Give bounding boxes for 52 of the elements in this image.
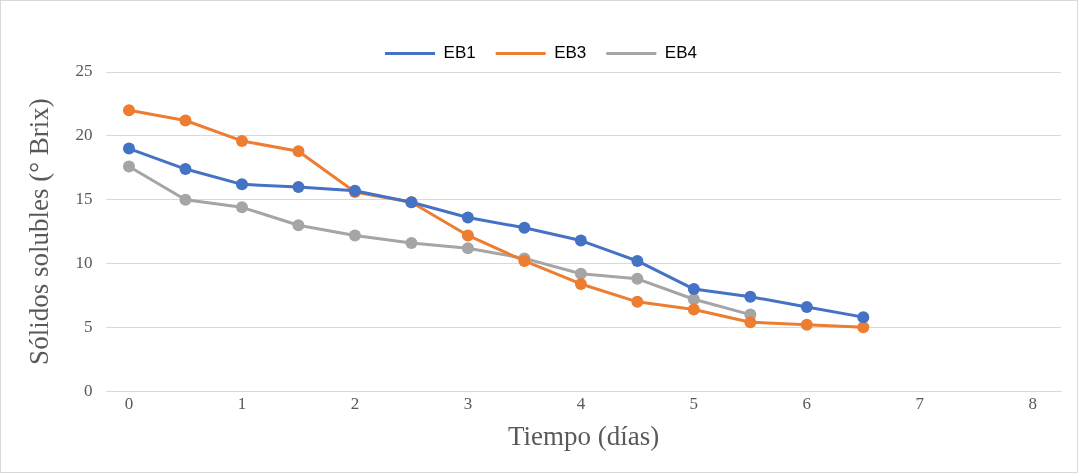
point [179, 193, 192, 206]
x-tick-label: 0 [124, 393, 134, 413]
x-axis-title: Tiempo (días) [508, 420, 660, 451]
x-tick-label: 1 [237, 393, 247, 413]
point [744, 290, 757, 303]
point [631, 295, 644, 308]
point [235, 201, 248, 214]
point [744, 316, 757, 329]
point [687, 303, 700, 316]
point [405, 237, 418, 250]
legend-label: EB4 [664, 43, 697, 63]
point [122, 142, 135, 155]
point [574, 267, 587, 280]
x-tick-label: 4 [576, 393, 586, 413]
x-tick-label: 2 [350, 393, 360, 413]
point [292, 180, 305, 193]
point [179, 163, 192, 176]
y-tick-label: 5 [83, 316, 93, 336]
point [348, 229, 361, 242]
point [122, 104, 135, 117]
y-tick-label: 10 [75, 252, 93, 272]
point [857, 311, 870, 324]
point [687, 283, 700, 296]
x-tick-label: 3 [463, 393, 473, 413]
point [122, 160, 135, 173]
point [179, 114, 192, 127]
point [800, 318, 813, 331]
y-tick-label: 0 [83, 380, 93, 400]
x-tick-label: 8 [1028, 393, 1038, 413]
point [800, 300, 813, 313]
point [461, 229, 474, 242]
point [857, 321, 870, 334]
y-tick-label: 15 [75, 189, 93, 209]
point [235, 178, 248, 191]
point [574, 277, 587, 290]
y-tick-label: 25 [75, 61, 93, 81]
y-axis-title: Sólidos solubles (° Brix) [24, 98, 55, 365]
x-tick-label: 6 [802, 393, 812, 413]
point [292, 219, 305, 232]
point [518, 221, 531, 234]
x-tick-label: 5 [689, 393, 699, 413]
point [292, 145, 305, 158]
point [631, 272, 644, 285]
point [574, 234, 587, 247]
point [631, 254, 644, 267]
legend-label: EB3 [554, 43, 587, 63]
x-tick-label: 7 [915, 393, 925, 413]
point [235, 134, 248, 147]
point [461, 211, 474, 224]
y-tick-label: 20 [75, 125, 93, 145]
legend-label: EB1 [443, 43, 476, 63]
point [461, 242, 474, 255]
